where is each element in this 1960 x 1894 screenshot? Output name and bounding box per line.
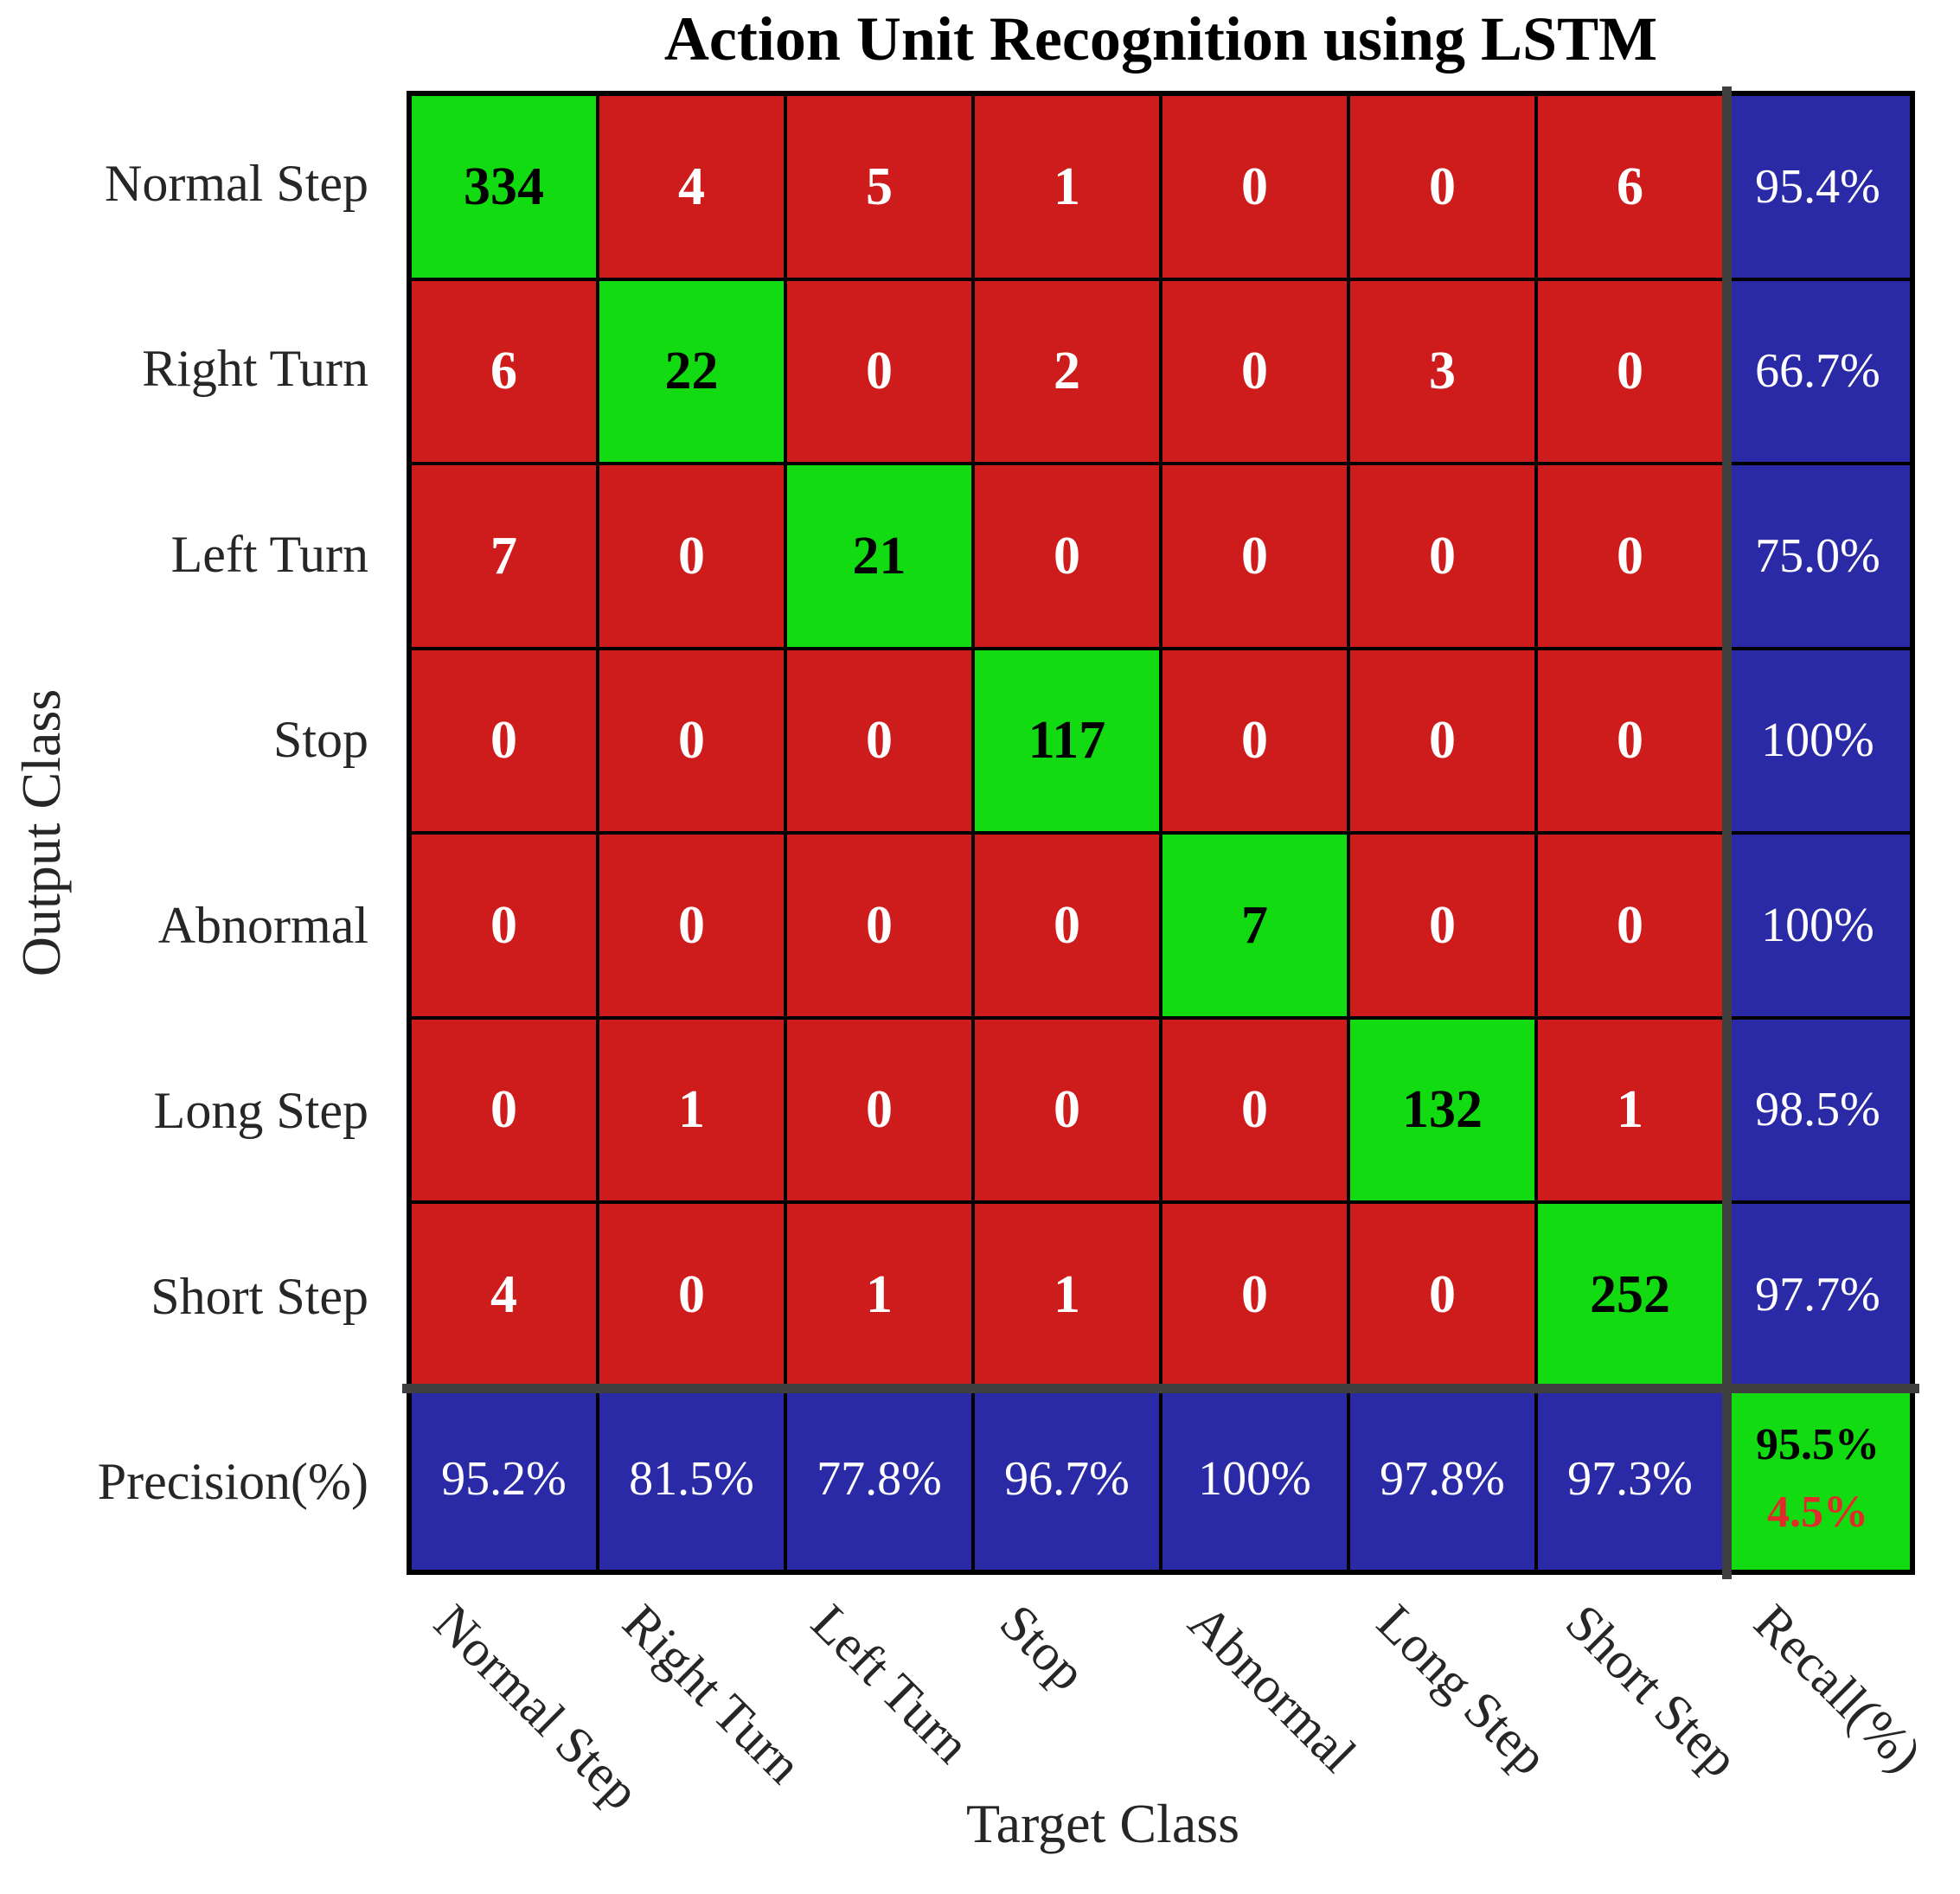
- matrix-cell-incorrect: 0: [598, 464, 785, 649]
- matrix-cell-incorrect: 0: [1161, 1017, 1348, 1202]
- precision-cell: 100%: [1161, 1386, 1348, 1571]
- matrix-cell-incorrect: 0: [1536, 833, 1724, 1018]
- matrix-cell-incorrect: 0: [410, 833, 598, 1018]
- matrix-cell-incorrect: 5: [785, 94, 973, 279]
- y-tick-labels: Normal Step Right Turn Left Turn Stop Abnorm…: [0, 91, 388, 1575]
- matrix-cell-incorrect: 0: [1161, 464, 1348, 649]
- matrix-cell-incorrect: 0: [1161, 648, 1348, 833]
- recall-cell: 100%: [1724, 648, 1912, 833]
- y-tick-label: Short Step: [151, 1267, 368, 1325]
- matrix-cell-incorrect: 0: [785, 1017, 973, 1202]
- matrix-cell-incorrect: 2: [973, 278, 1161, 464]
- chart-title: Action Unit Recognition using LSTM: [663, 4, 1658, 74]
- confusion-grid: 334 4 5 1 0 0 6 95.4% 6 22 0 2 0 3 0 66.7% 7 0 21 0 0 0 0 75.0%…: [407, 91, 1915, 1575]
- y-tick-label: Right Turn: [142, 340, 368, 398]
- matrix-cell-correct: 21: [785, 464, 973, 649]
- x-tick-label: Long Step: [1366, 1593, 1559, 1786]
- matrix-cell-incorrect: 1: [973, 1202, 1161, 1387]
- precision-cell: 96.7%: [973, 1386, 1161, 1571]
- matrix-cell-incorrect: 0: [410, 648, 598, 833]
- matrix-cell-incorrect: 0: [1161, 1202, 1348, 1387]
- matrix-cell-correct: 252: [1536, 1202, 1724, 1387]
- y-tick-label: Left Turn: [170, 525, 368, 583]
- x-tick-label: Abnormal: [1177, 1593, 1368, 1783]
- matrix-cell-incorrect: 0: [785, 833, 973, 1018]
- precision-row-separator: [402, 1384, 1919, 1393]
- matrix-cell-correct: 22: [598, 278, 785, 464]
- overall-error-value: 4.5%: [1767, 1488, 1868, 1538]
- precision-axis-label: Precision(%): [97, 1453, 368, 1511]
- y-tick-label: Abnormal: [157, 896, 368, 954]
- recall-column-separator: [1722, 86, 1732, 1579]
- matrix-cell-incorrect: 4: [410, 1202, 598, 1387]
- x-tick-label: Short Step: [1554, 1593, 1750, 1788]
- matrix-cell-incorrect: 0: [973, 1017, 1161, 1202]
- matrix-cell-incorrect: 0: [785, 648, 973, 833]
- precision-cell: 77.8%: [785, 1386, 973, 1571]
- y-tick-label: Normal Step: [105, 154, 368, 212]
- matrix-cell-correct: 132: [1348, 1017, 1536, 1202]
- matrix-cell-correct: 7: [1161, 833, 1348, 1018]
- recall-cell: 98.5%: [1724, 1017, 1912, 1202]
- matrix-cell-incorrect: 6: [410, 278, 598, 464]
- matrix-cell-incorrect: 0: [1161, 278, 1348, 464]
- matrix-cell-incorrect: 1: [598, 1017, 785, 1202]
- matrix-cell-incorrect: 0: [785, 278, 973, 464]
- x-tick-label: Left Turn: [800, 1593, 981, 1774]
- x-tick-label: Right Turn: [612, 1593, 813, 1795]
- matrix-cell-incorrect: 1: [1536, 1017, 1724, 1202]
- precision-cell: 97.8%: [1348, 1386, 1536, 1571]
- matrix-cell-correct: 117: [973, 648, 1161, 833]
- matrix-cell-incorrect: 6: [1536, 94, 1724, 279]
- overall-accuracy-cell: 95.5% 4.5%: [1724, 1386, 1912, 1571]
- matrix-cell-incorrect: 0: [598, 648, 785, 833]
- x-axis-label: Target Class: [965, 1793, 1240, 1854]
- precision-cell: 95.2%: [410, 1386, 598, 1571]
- precision-cell: 97.3%: [1536, 1386, 1724, 1571]
- matrix-cell-correct: 334: [410, 94, 598, 279]
- recall-axis-label: Recall(%): [1743, 1593, 1933, 1783]
- recall-cell: 75.0%: [1724, 464, 1912, 649]
- matrix-cell-incorrect: 0: [1536, 278, 1724, 464]
- recall-cell: 100%: [1724, 833, 1912, 1018]
- y-tick-label: Stop: [272, 711, 368, 769]
- overall-accuracy-value: 95.5%: [1756, 1420, 1880, 1470]
- matrix-cell-incorrect: 0: [1536, 464, 1724, 649]
- matrix-cell-incorrect: 0: [1348, 1202, 1536, 1387]
- matrix-cell-incorrect: 0: [973, 464, 1161, 649]
- matrix-cell-incorrect: 1: [785, 1202, 973, 1387]
- recall-cell: 95.4%: [1724, 94, 1912, 279]
- x-tick-label: Normal Step: [423, 1593, 650, 1821]
- matrix-cell-incorrect: 0: [410, 1017, 598, 1202]
- recall-cell: 66.7%: [1724, 278, 1912, 464]
- matrix-cell-incorrect: 0: [1536, 648, 1724, 833]
- matrix-cell-incorrect: 0: [1348, 464, 1536, 649]
- x-tick-label: Stop: [989, 1593, 1098, 1702]
- matrix-cell-incorrect: 1: [973, 94, 1161, 279]
- matrix-cell-incorrect: 0: [1348, 94, 1536, 279]
- matrix-cell-incorrect: 0: [1161, 94, 1348, 279]
- matrix-cell-incorrect: 0: [1348, 648, 1536, 833]
- matrix-cell-incorrect: 0: [598, 833, 785, 1018]
- recall-cell: 97.7%: [1724, 1202, 1912, 1387]
- matrix-cell-incorrect: 7: [410, 464, 598, 649]
- y-tick-label: Long Step: [153, 1082, 368, 1140]
- matrix-cell-incorrect: 0: [973, 833, 1161, 1018]
- matrix-cell-incorrect: 4: [598, 94, 785, 279]
- matrix-cell-incorrect: 0: [598, 1202, 785, 1387]
- matrix-cell-incorrect: 3: [1348, 278, 1536, 464]
- matrix-cell-incorrect: 0: [1348, 833, 1536, 1018]
- precision-cell: 81.5%: [598, 1386, 785, 1571]
